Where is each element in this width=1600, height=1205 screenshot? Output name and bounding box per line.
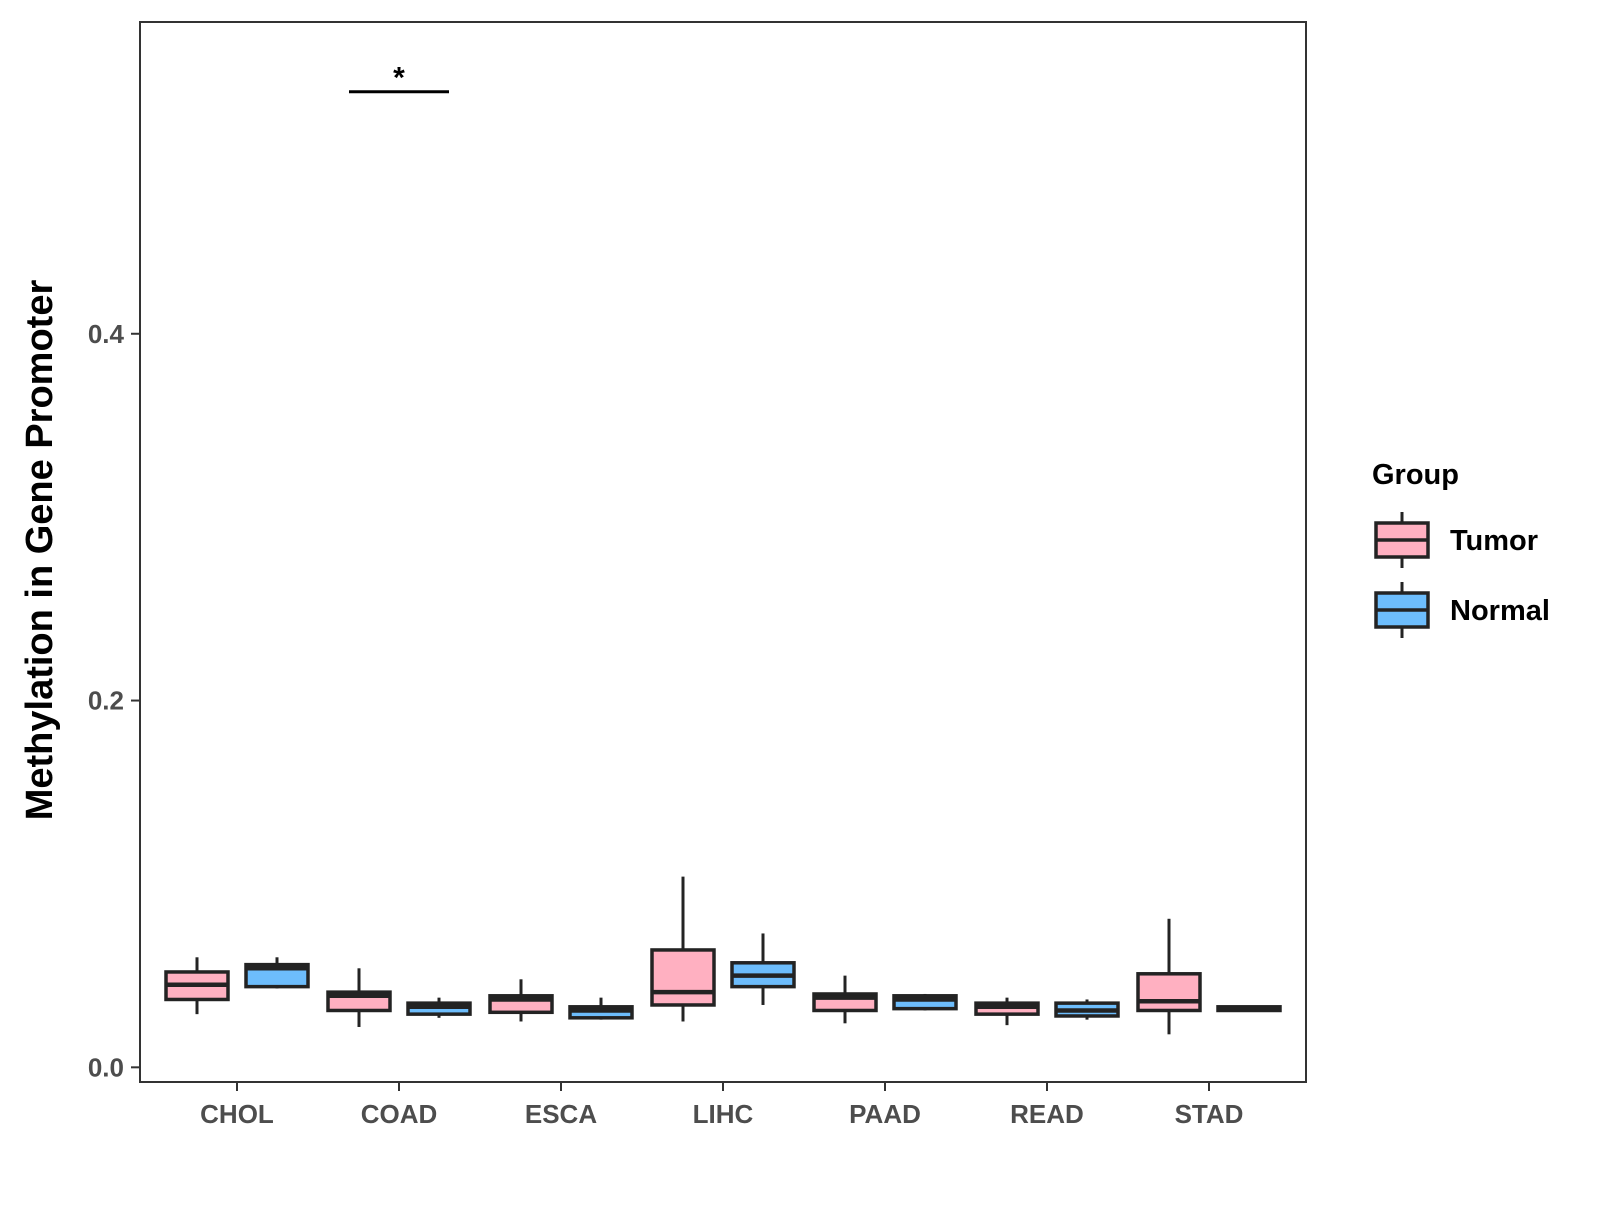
box-tumor-stad xyxy=(1136,918,1202,1035)
box-body xyxy=(1136,972,1202,1013)
x-tick-label: READ xyxy=(1010,1099,1084,1129)
box-tumor-esca xyxy=(488,979,554,1022)
plot-panel-border xyxy=(139,21,1307,1083)
x-tick-label: ESCA xyxy=(525,1099,597,1129)
box-tumor-chol xyxy=(164,957,230,1015)
box-tumor-read xyxy=(974,997,1040,1026)
x-tick-label: CHOL xyxy=(200,1099,274,1129)
series-normal xyxy=(244,933,1282,1020)
box-tumor-lihc xyxy=(650,876,716,1022)
legend-label: Tumor xyxy=(1450,525,1538,557)
box-normal-lihc xyxy=(730,933,796,1005)
box-normal-stad xyxy=(1216,1005,1282,1013)
significance-marker: * xyxy=(393,62,405,95)
x-tick-label: COAD xyxy=(361,1099,438,1129)
y-tick-label: 0.2 xyxy=(88,686,124,716)
y-axis-title: Methylation in Gene Promoter xyxy=(19,280,61,821)
plot-layer: 0.0 0.2 0.4 CHOL COAD ESCA LIHC PAAD READ STAD * xyxy=(88,21,1307,1129)
y-tick-label: 0.4 xyxy=(88,319,125,349)
x-tick-label: PAAD xyxy=(849,1099,921,1129)
legend-label: Normal xyxy=(1450,595,1550,627)
legend-entries: Tumor Normal xyxy=(1374,512,1550,638)
legend: Group Tumor Normal xyxy=(1372,459,1550,638)
series-tumor xyxy=(164,876,1202,1035)
legend-entry-normal: Normal xyxy=(1374,582,1550,638)
y-tick-label: 0.0 xyxy=(88,1052,124,1082)
box-normal-chol xyxy=(244,957,310,989)
legend-entry-tumor: Tumor xyxy=(1374,512,1538,568)
x-tick-label: STAD xyxy=(1175,1099,1244,1129)
box-normal-coad xyxy=(406,997,472,1018)
box-tumor-coad xyxy=(326,968,392,1027)
legend-title: Group xyxy=(1372,459,1459,491)
box-body xyxy=(650,948,716,1007)
box-normal-paad xyxy=(892,993,958,1011)
box-tumor-paad xyxy=(812,975,878,1024)
x-tick-label: LIHC xyxy=(693,1099,754,1129)
box-normal-esca xyxy=(568,997,634,1020)
box-normal-read xyxy=(1054,999,1120,1020)
